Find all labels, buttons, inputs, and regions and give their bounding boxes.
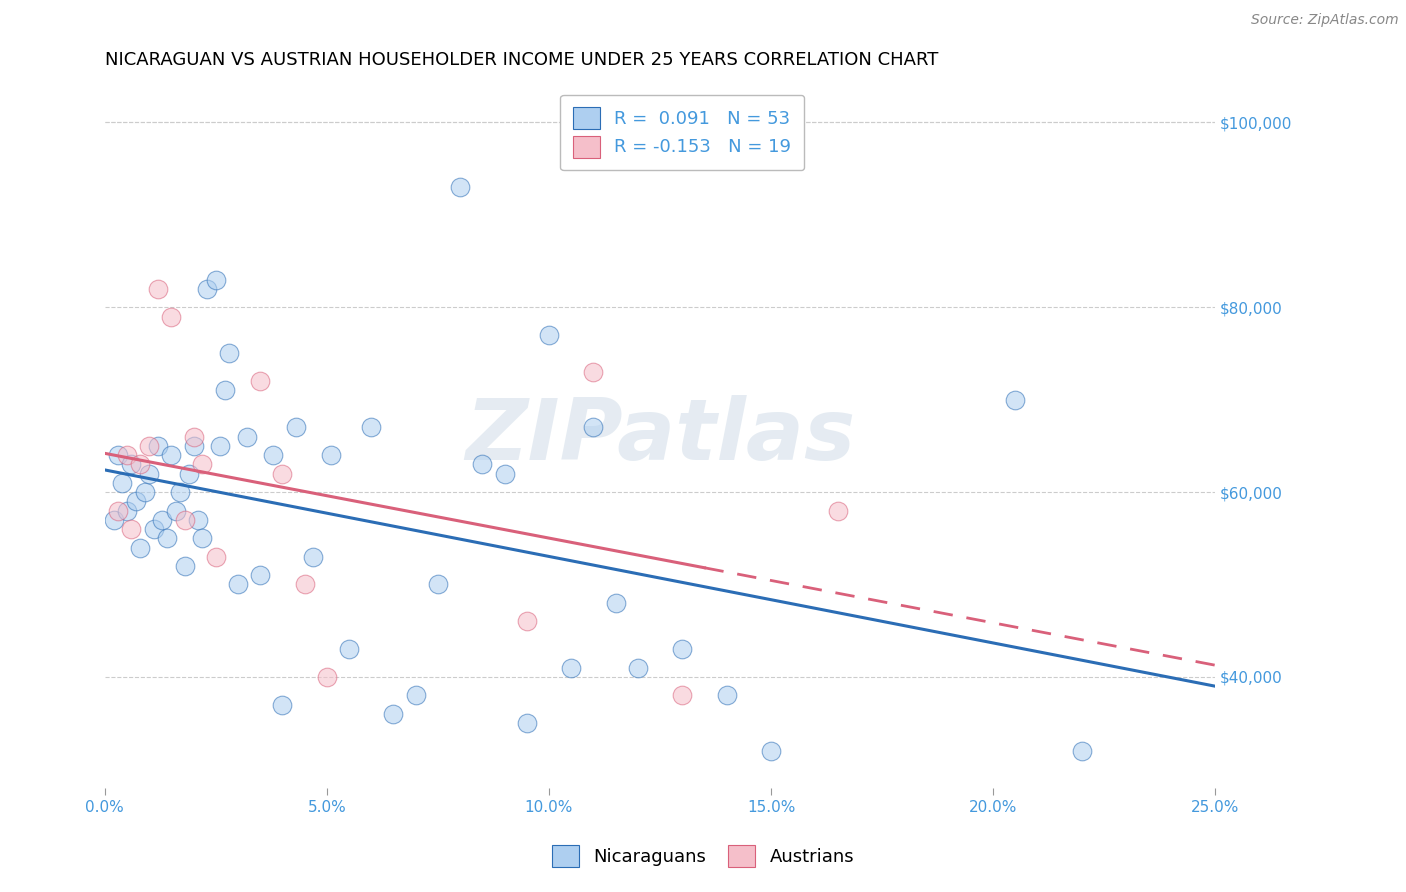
Point (107, 503, 129, 517)
Point (120, 458, 142, 472)
Text: ZIPatlas: ZIPatlas (465, 395, 855, 478)
Point (191, 531, 214, 545)
Point (209, 439, 232, 453)
Point (627, 660, 650, 674)
Point (337, 642, 360, 657)
Point (263, 448, 285, 462)
Point (125, 494, 148, 508)
Point (218, 346, 240, 360)
Point (582, 365, 605, 379)
Point (156, 531, 179, 545)
Point (321, 448, 343, 462)
Point (236, 429, 259, 443)
Point (516, 615, 538, 629)
Point (120, 522, 142, 536)
Point (152, 513, 174, 527)
Point (605, 596, 627, 610)
Point (214, 384, 236, 398)
Point (494, 467, 516, 481)
Point (138, 439, 160, 453)
Point (315, 670, 337, 684)
Point (138, 467, 160, 481)
Point (115, 448, 138, 462)
Point (204, 272, 226, 286)
Legend: Nicaraguans, Austrians: Nicaraguans, Austrians (544, 838, 862, 874)
Point (165, 503, 187, 517)
Point (146, 439, 169, 453)
Point (271, 467, 294, 481)
Point (173, 513, 195, 527)
Point (537, 328, 560, 343)
Point (160, 310, 183, 324)
Point (471, 458, 494, 472)
Point (107, 448, 129, 462)
Point (173, 559, 195, 574)
Point (426, 577, 449, 591)
Point (1071, 744, 1094, 758)
Point (187, 513, 209, 527)
Point (560, 660, 582, 674)
Point (827, 503, 849, 517)
Legend: R =  0.091   N = 53, R = -0.153   N = 19: R = 0.091 N = 53, R = -0.153 N = 19 (561, 95, 804, 170)
Point (146, 282, 169, 296)
Point (142, 522, 165, 536)
Point (516, 716, 538, 731)
Text: NICARAGUAN VS AUSTRIAN HOUSEHOLDER INCOME UNDER 25 YEARS CORRELATION CHART: NICARAGUAN VS AUSTRIAN HOUSEHOLDER INCOM… (104, 51, 938, 69)
Point (271, 698, 294, 712)
Point (405, 689, 427, 703)
Point (759, 744, 782, 758)
Point (160, 448, 183, 462)
Point (1004, 392, 1026, 407)
Point (204, 549, 226, 564)
Point (177, 467, 200, 481)
Point (115, 503, 138, 517)
Point (671, 689, 693, 703)
Point (360, 420, 382, 434)
Point (134, 485, 156, 500)
Point (294, 577, 316, 591)
Text: Source: ZipAtlas.com: Source: ZipAtlas.com (1251, 13, 1399, 28)
Point (183, 439, 205, 453)
Point (284, 420, 307, 434)
Point (449, 180, 471, 194)
Point (582, 420, 605, 434)
Point (249, 568, 271, 582)
Point (103, 513, 125, 527)
Point (716, 689, 738, 703)
Point (191, 458, 214, 472)
Point (249, 374, 271, 388)
Point (382, 706, 405, 721)
Point (302, 549, 325, 564)
Point (671, 642, 693, 657)
Point (129, 458, 152, 472)
Point (169, 485, 191, 500)
Point (195, 282, 218, 296)
Point (129, 541, 152, 555)
Point (226, 577, 249, 591)
Point (183, 429, 205, 443)
Point (111, 475, 134, 490)
